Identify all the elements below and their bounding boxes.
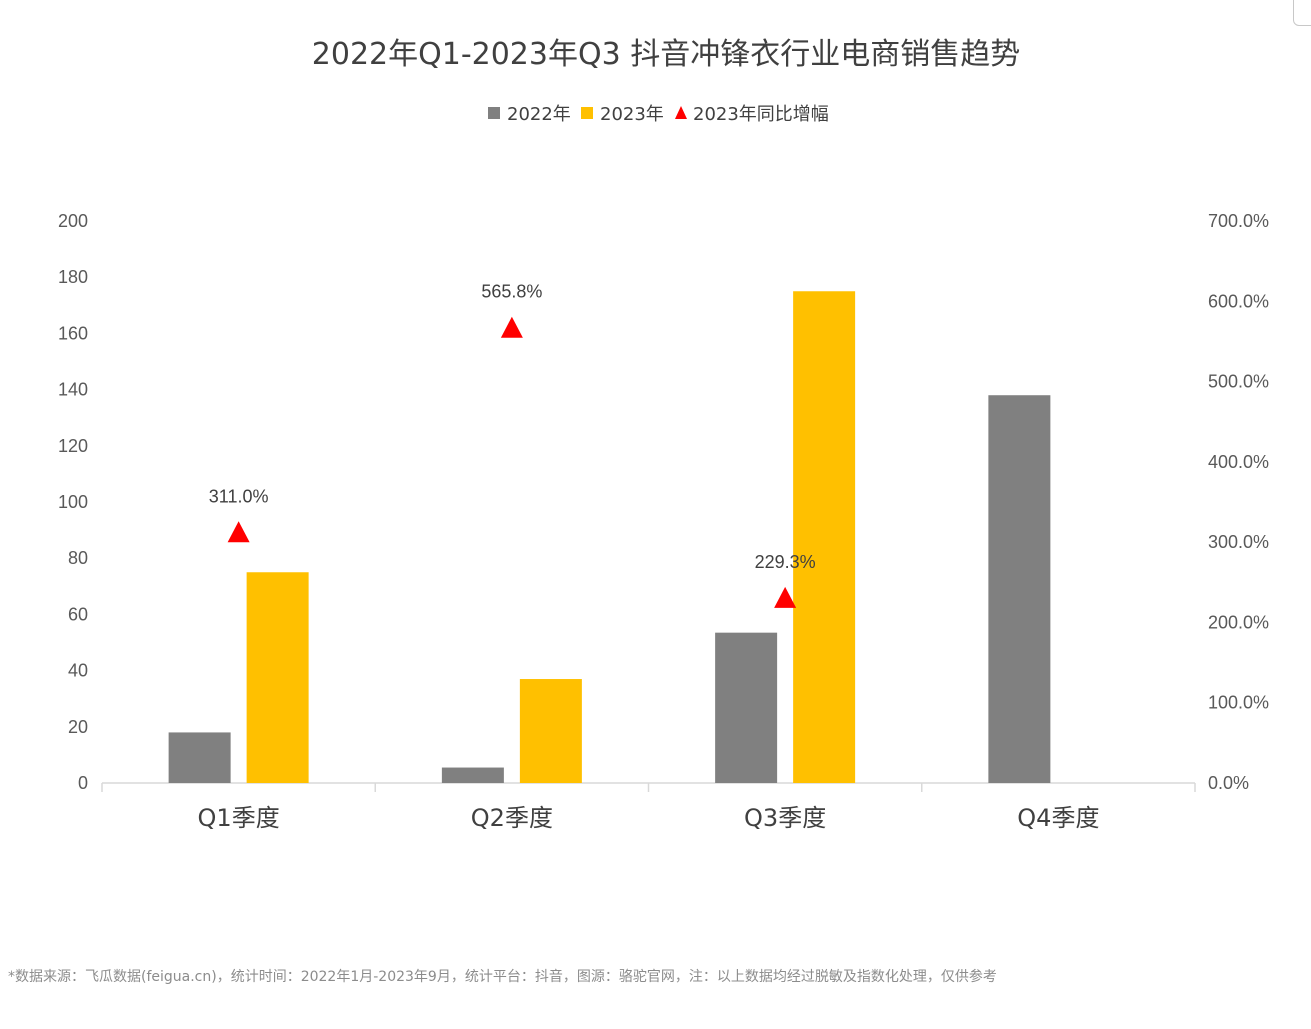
right-tick-label: 100.0% — [1208, 693, 1269, 713]
right-tick-label: 700.0% — [1208, 211, 1269, 231]
left-tick-label: 0 — [78, 773, 88, 793]
bar-2023 — [246, 572, 309, 783]
left-tick-label: 20 — [68, 717, 88, 737]
legend: 2022年 2023年 2023年同比增幅 — [488, 104, 829, 125]
legend-swatch-2 — [675, 106, 687, 119]
bar-2022 — [988, 395, 1051, 783]
left-tick-label: 60 — [68, 604, 88, 624]
right-tick-label: 500.0% — [1208, 372, 1269, 392]
right-tick-label: 300.0% — [1208, 532, 1269, 552]
growth-label: 311.0% — [209, 486, 269, 506]
bar-2022 — [715, 632, 778, 783]
window-corner — [1293, 0, 1311, 26]
growth-label: 565.8% — [481, 282, 542, 302]
growth-marker — [500, 316, 523, 338]
left-tick-label: 80 — [68, 548, 88, 568]
bar-2023 — [519, 679, 582, 783]
category-label: Q1季度 — [198, 804, 280, 832]
growth-marker — [774, 586, 797, 608]
left-tick-label: 200 — [58, 211, 88, 231]
bar-2023 — [793, 291, 856, 783]
right-tick-label: 400.0% — [1208, 452, 1269, 472]
category-label: Q2季度 — [471, 804, 553, 832]
right-tick-label: 200.0% — [1208, 612, 1269, 632]
right-axis: 0.0% 100.0% 200.0% 300.0% 400.0% 500.0% 600.0%… — [1208, 211, 1269, 793]
chart-title: 2022年Q1-2023年Q3 抖音冲锋衣行业电商销售趋势 — [312, 37, 1020, 72]
bar-2022 — [168, 732, 231, 783]
legend-swatch-0 — [488, 107, 500, 119]
legend-label-1: 2023年 — [600, 104, 664, 125]
left-tick-label: 140 — [58, 380, 88, 400]
left-tick-label: 160 — [58, 323, 88, 343]
bars — [168, 291, 1051, 783]
growth-markers: 311.0% 565.8% 229.3% — [209, 282, 816, 608]
legend-swatch-1 — [581, 107, 593, 119]
legend-label-2: 2023年同比增幅 — [693, 104, 829, 125]
left-tick-label: 40 — [68, 661, 88, 681]
category-label: Q3季度 — [744, 804, 826, 832]
left-tick-label: 180 — [58, 267, 88, 287]
category-label: Q4季度 — [1017, 804, 1099, 832]
x-axis: Q1季度 Q2季度 Q3季度 Q4季度 — [101, 782, 1196, 832]
bar-2022 — [441, 767, 504, 783]
left-axis: 0 20 40 60 80 100 120 140 160 180 200 — [58, 211, 88, 793]
left-tick-label: 100 — [58, 492, 88, 512]
growth-marker — [227, 521, 250, 543]
legend-label-0: 2022年 — [507, 104, 571, 125]
source-note: *数据来源：飞瓜数据(feigua.cn)，统计时间：2022年1月-2023年… — [8, 968, 997, 985]
right-tick-label: 600.0% — [1208, 291, 1269, 311]
growth-label: 229.3% — [755, 552, 816, 572]
left-tick-label: 120 — [58, 436, 88, 456]
right-tick-label: 0.0% — [1208, 773, 1249, 793]
